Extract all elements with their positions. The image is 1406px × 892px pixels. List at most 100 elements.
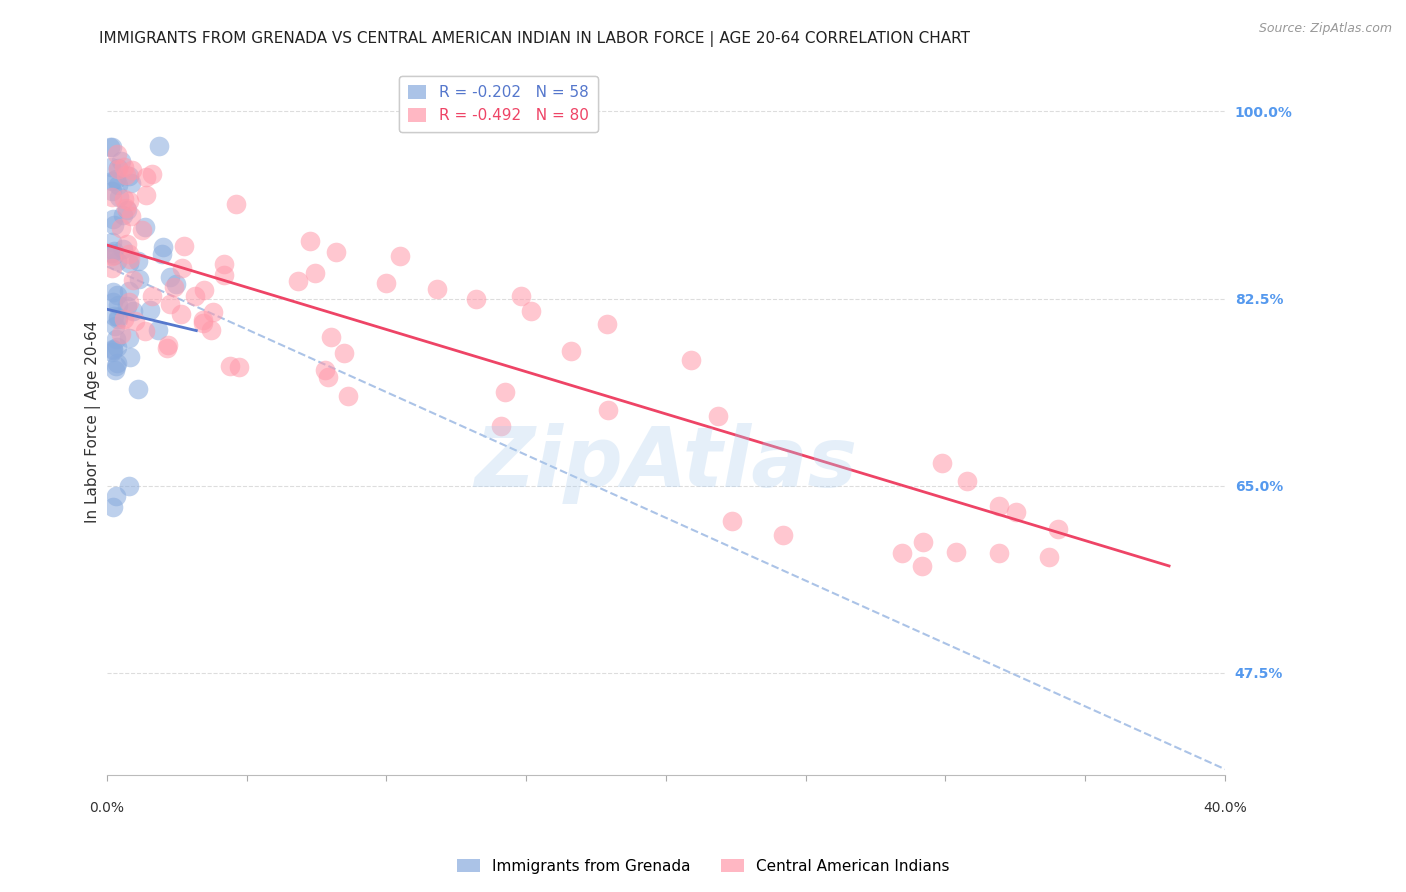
Point	[104, 332, 127, 346]
Point	[103, 342, 125, 356]
Point	[103, 219, 125, 233]
Point	[141, 289, 163, 303]
Point	[107, 298, 129, 312]
Point	[193, 283, 215, 297]
Point	[120, 350, 142, 364]
Point	[218, 359, 240, 373]
Point	[103, 500, 125, 515]
Point	[100, 246, 122, 260]
Point	[107, 178, 129, 193]
Point	[118, 331, 141, 345]
Point	[681, 352, 703, 367]
Text: Source: ZipAtlas.com: Source: ZipAtlas.com	[1258, 22, 1392, 36]
Point	[150, 246, 173, 260]
Point	[120, 252, 142, 266]
Point	[103, 363, 125, 377]
Point	[115, 201, 138, 215]
Point	[314, 363, 336, 377]
Legend: Immigrants from Grenada, Central American Indians: Immigrants from Grenada, Central America…	[450, 853, 956, 880]
Text: 0.0%: 0.0%	[90, 801, 124, 815]
Y-axis label: In Labor Force | Age 20-64: In Labor Force | Age 20-64	[86, 320, 101, 523]
Point	[121, 163, 143, 178]
Point	[101, 212, 124, 227]
Point	[465, 292, 488, 306]
Point	[911, 558, 934, 573]
Point	[163, 280, 186, 294]
Point	[520, 304, 543, 318]
Point	[115, 299, 138, 313]
Point	[112, 208, 135, 222]
Point	[101, 260, 124, 275]
Point	[111, 243, 134, 257]
Point	[135, 169, 157, 184]
Point	[103, 310, 125, 324]
Point	[319, 329, 342, 343]
Point	[1038, 549, 1060, 564]
Point	[127, 254, 149, 268]
Point	[200, 323, 222, 337]
Text: ZipAtlas: ZipAtlas	[474, 424, 858, 504]
Point	[100, 249, 122, 263]
Point	[128, 271, 150, 285]
Point	[105, 359, 128, 374]
Point	[148, 139, 170, 153]
Point	[155, 341, 177, 355]
Point	[100, 160, 122, 174]
Point	[173, 238, 195, 252]
Point	[316, 369, 339, 384]
Point	[228, 359, 250, 374]
Point	[122, 304, 145, 318]
Point	[107, 161, 129, 175]
Point	[560, 344, 582, 359]
Point	[101, 295, 124, 310]
Point	[772, 527, 794, 541]
Point	[124, 314, 146, 328]
Point	[191, 316, 214, 330]
Point	[389, 249, 412, 263]
Point	[287, 274, 309, 288]
Point	[103, 244, 125, 258]
Point	[891, 546, 914, 560]
Legend: R = -0.202   N = 58, R = -0.492   N = 80: R = -0.202 N = 58, R = -0.492 N = 80	[399, 76, 598, 132]
Point	[107, 254, 129, 268]
Point	[115, 202, 138, 217]
Point	[117, 194, 139, 208]
Point	[134, 324, 156, 338]
Point	[298, 234, 321, 248]
Point	[112, 312, 135, 326]
Point	[596, 403, 619, 417]
Point	[110, 326, 132, 341]
Point	[108, 190, 131, 204]
Point	[212, 257, 235, 271]
Point	[118, 479, 141, 493]
Point	[103, 248, 125, 262]
Point	[118, 169, 141, 184]
Point	[191, 312, 214, 326]
Point	[134, 219, 156, 234]
Point	[107, 310, 129, 325]
Point	[105, 147, 128, 161]
Point	[336, 389, 359, 403]
Point	[956, 474, 979, 488]
Point	[105, 340, 128, 354]
Point	[1004, 505, 1026, 519]
Point	[115, 169, 138, 183]
Point	[509, 289, 531, 303]
Point	[494, 384, 516, 399]
Point	[374, 276, 396, 290]
Point	[101, 345, 124, 359]
Point	[157, 338, 180, 352]
Point	[118, 247, 141, 261]
Point	[104, 490, 127, 504]
Point	[491, 419, 513, 434]
Point	[426, 282, 449, 296]
Point	[112, 160, 135, 174]
Point	[159, 297, 181, 311]
Point	[120, 209, 142, 223]
Point	[105, 287, 128, 301]
Point	[110, 220, 132, 235]
Point	[170, 260, 193, 275]
Point	[117, 294, 139, 309]
Point	[931, 456, 953, 470]
Point	[98, 140, 121, 154]
